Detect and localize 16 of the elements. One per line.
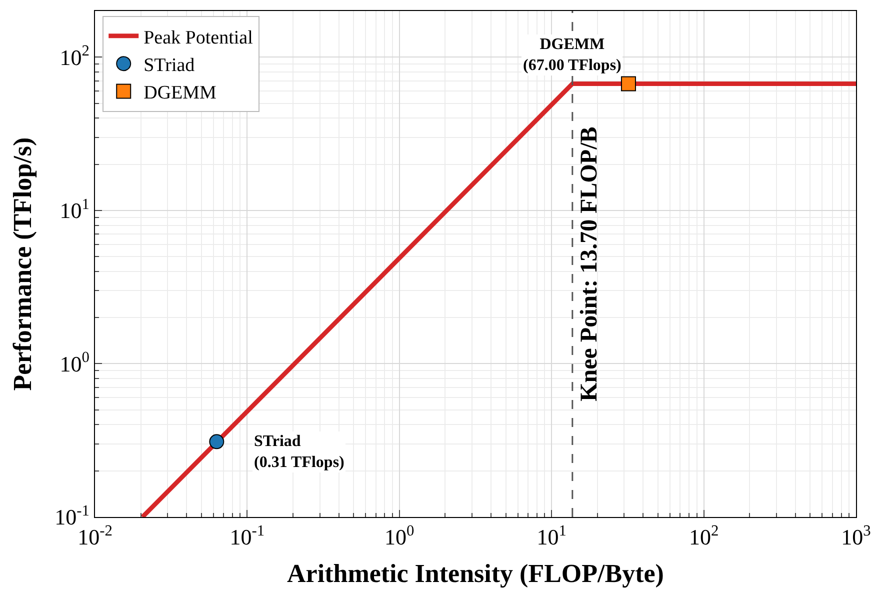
x-tick-label: 10$^{-1}$ (230, 522, 265, 550)
x-tick-label: 10$^{1}$ (536, 522, 566, 550)
legend-label: DGEMM (144, 82, 217, 104)
x-axis-title: Arithmetic Intensity (FLOP/Byte) (287, 559, 664, 588)
legend-label: STriad (144, 55, 196, 76)
y-axis-title: Performance (TFlop/s) (8, 137, 38, 391)
y-tick-label: 10$^{0}$ (60, 349, 90, 376)
y-tick-label: 10$^{1}$ (60, 196, 90, 224)
y-tick-label: 10$^{2}$ (60, 42, 90, 70)
legend-label: Peak Potential (144, 27, 253, 48)
x-tick-label: 10$^{0}$ (384, 522, 415, 550)
x-tick-label: 10$^{3}$ (841, 522, 872, 550)
annotation: STriad (0.31 TFlops) (254, 433, 344, 471)
ref-line-label: Knee Point: 13.70 FLOP/B (576, 126, 602, 402)
x-tick-label: 10$^{2}$ (688, 522, 719, 550)
annotation: DGEMM (67.00 TFlops) (523, 36, 622, 74)
